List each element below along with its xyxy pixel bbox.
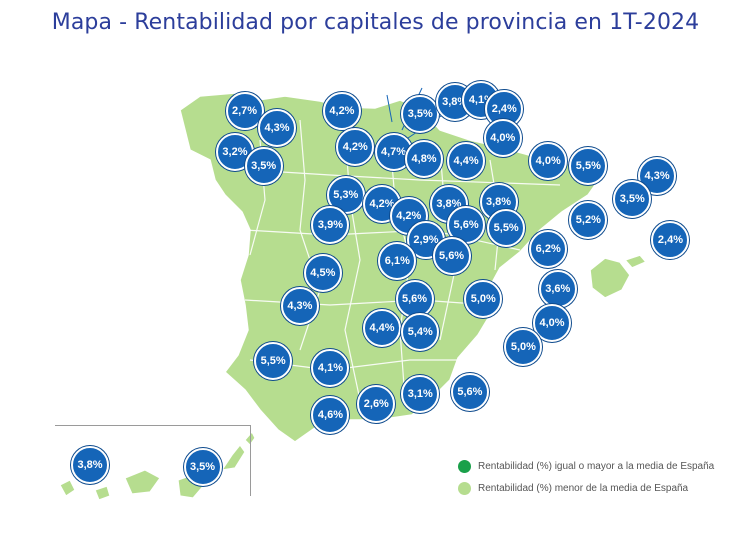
legend-label-below: Rentabilidad (%) menor de la media de Es… [478, 483, 689, 494]
legend-item-above: Rentabilidad (%) igual o mayor a la medi… [458, 460, 714, 473]
province-marker: 3,6% [538, 269, 577, 308]
province-marker: 3,9% [311, 206, 350, 245]
province-marker: 4,4% [363, 308, 402, 347]
canarias-shape [59, 430, 256, 501]
province-marker: 4,6% [311, 396, 350, 435]
page-title: Mapa - Rentabilidad por capitales de pro… [51, 10, 700, 35]
province-marker: 5,6% [450, 372, 489, 411]
province-marker: 5,5% [254, 341, 293, 380]
legend: Rentabilidad (%) igual o mayor a la medi… [458, 460, 714, 504]
province-marker: 2,9% [406, 220, 445, 259]
province-marker: 4,5% [303, 253, 342, 292]
province-marker: 2,7% [225, 92, 264, 131]
province-marker: 4,1% [311, 348, 350, 387]
legend-item-below: Rentabilidad (%) menor de la media de Es… [458, 482, 714, 495]
province-marker: 4,8% [405, 139, 444, 178]
province-marker: 4,0% [483, 118, 522, 157]
province-marker: 5,6% [432, 237, 471, 276]
province-marker: 3,1% [401, 375, 440, 413]
province-marker: 3,8% [71, 446, 109, 484]
canary-inset-frame [55, 425, 251, 496]
province-marker: 4,4% [447, 142, 486, 181]
province-marker: 3,5% [244, 147, 283, 185]
province-marker: 2,6% [357, 384, 396, 423]
province-marker: 4,3% [258, 109, 296, 147]
mallorca-shape [589, 257, 631, 299]
province-marker: 5,2% [569, 201, 608, 240]
province-marker: 5,6% [395, 280, 434, 318]
province-marker: 5,5% [569, 147, 608, 185]
province-marker: 3,5% [401, 94, 440, 133]
legend-swatch-below [458, 482, 471, 495]
province-marker: 4,0% [529, 142, 568, 181]
province-marker: 5,0% [504, 328, 543, 367]
province-marker: 4,0% [533, 303, 572, 342]
province-marker: 3,5% [183, 448, 222, 486]
legend-swatch-above [458, 460, 471, 473]
province-marker: 3,5% [613, 180, 652, 219]
menorca-shape [623, 254, 648, 269]
province-marker: 4,3% [280, 287, 319, 326]
province-marker: 4,2% [322, 91, 361, 130]
legend-label-above: Rentabilidad (%) igual o mayor a la medi… [478, 461, 715, 472]
province-marker: 5,0% [464, 280, 503, 318]
province-marker: 4,3% [638, 156, 677, 195]
province-marker: 6,2% [529, 230, 568, 269]
province-marker: 5,5% [487, 208, 526, 247]
province-marker: 5,4% [401, 313, 440, 352]
province-marker: 4,2% [336, 128, 375, 166]
province-marker: 6,1% [378, 242, 417, 280]
province-marker: 2,4% [651, 220, 690, 259]
